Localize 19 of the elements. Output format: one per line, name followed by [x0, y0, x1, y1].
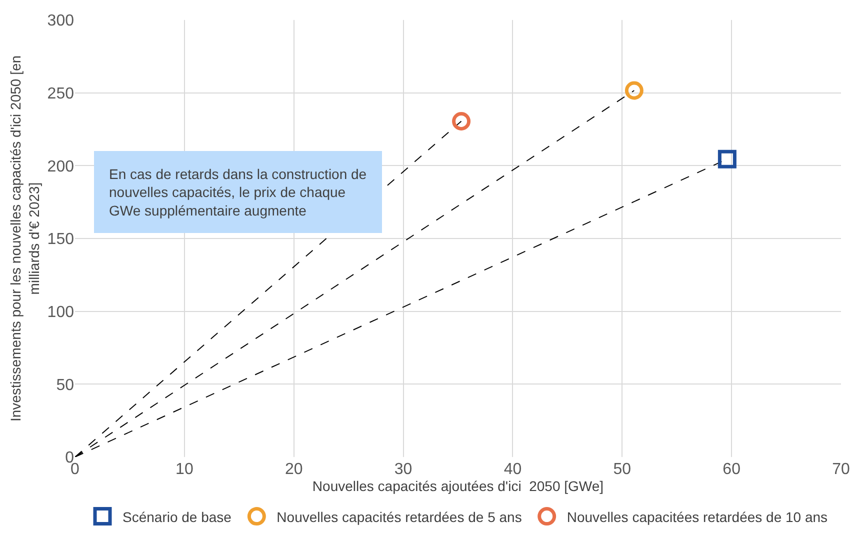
- y-tick-label: 50: [56, 376, 74, 394]
- x-tick-label: 70: [832, 461, 850, 478]
- y-axis-title: Investissements pour les nouvelles capacités d'ici 2050 [en milliards d'€ 2023]: [8, 55, 42, 422]
- annotation: En cas de retards dans la construction de nouvelles capacités, le prix de chaque GWe supplémentaire augmente: [109, 166, 367, 218]
- x-tick-label: 30: [394, 461, 412, 478]
- legend-label: Nouvelles capacités retardées de 5 ans: [276, 508, 522, 525]
- legend-label: Nouvelles capacitées retardées de 10 ans: [566, 508, 828, 525]
- x-tick-label: 50: [613, 461, 632, 478]
- legend-label: Scénario de base: [122, 508, 232, 525]
- y-tick-label: 200: [47, 158, 74, 176]
- y-tick-label: 300: [47, 12, 74, 30]
- y-tick-label: 150: [47, 231, 74, 248]
- y-tick-label: 100: [47, 304, 74, 321]
- x-tick-label: 60: [722, 461, 741, 478]
- y-tick-label: 250: [47, 85, 74, 102]
- x-tick-label: 40: [504, 461, 522, 478]
- x-axis-title: Nouvelles capacités ajoutées d'ici 2050 [GWe]: [312, 478, 604, 494]
- x-tick-label: 10: [176, 461, 194, 478]
- x-tick-label: 20: [284, 461, 303, 478]
